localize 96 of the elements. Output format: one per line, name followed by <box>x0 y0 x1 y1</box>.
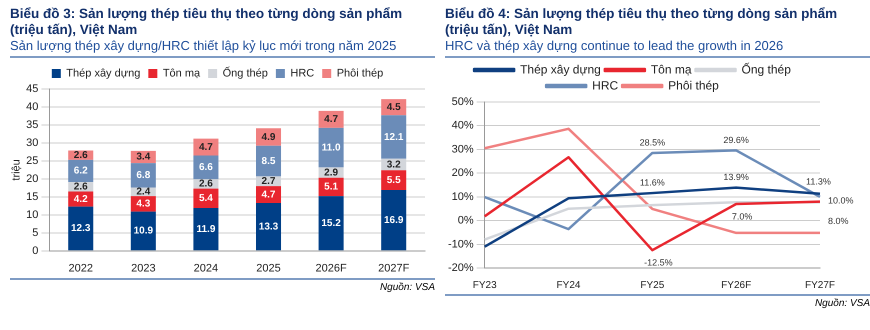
data-label: 29.6% <box>723 134 749 145</box>
legend-label: HRC <box>290 68 314 80</box>
text: Nguồn: VSA <box>10 278 435 293</box>
y-tick-label: 30% <box>452 143 474 156</box>
chart-title: Biểu đồ 3: Sản lượng thép tiêu thụ theo từng dòng sản phẩm (triệu tấn), Việt Nam <box>10 6 404 38</box>
data-label: 2.6 <box>198 178 214 190</box>
chart-title: Biểu đồ 4: Sản lượng thép tiêu thụ theo từng dòng sản phẩm (triệu tấn), Việt Nam <box>445 6 838 38</box>
x-tick-label: 2025 <box>256 262 281 274</box>
data-label: 12.1 <box>384 132 404 143</box>
text: Nguồn: VSA <box>445 294 870 309</box>
legend-label: Ống thép <box>222 66 268 80</box>
data-label: 11.3% <box>806 176 831 186</box>
x-tick-label: 2026F <box>316 262 347 274</box>
data-label: 8.5 <box>262 156 276 167</box>
data-label: 13.9% <box>723 172 749 182</box>
y-tick-label: -10% <box>448 238 474 250</box>
bar <box>68 160 94 182</box>
y-tick-label: 5 <box>32 226 38 239</box>
data-label: 4.2 <box>74 194 88 205</box>
data-label: 4.5 <box>386 102 402 113</box>
data-label: 11.0 <box>322 142 341 154</box>
y-tick-label: 10 <box>26 208 38 221</box>
data-label: 5.1 <box>324 182 338 193</box>
y-tick-label: 40 <box>26 101 38 114</box>
data-label: 13.3 <box>258 221 279 232</box>
x-tick-label: 2027F <box>378 262 410 274</box>
legend-label: Tôn mạ <box>650 62 692 76</box>
y-tick-label: 50% <box>452 96 474 108</box>
data-label: 4.9 <box>262 132 276 143</box>
y-tick-label: -20% <box>448 262 474 274</box>
x-tick-label: FY25 <box>640 280 665 291</box>
y-axis-title: triệu <box>10 159 23 181</box>
legend-label: HRC <box>592 78 618 92</box>
bar <box>256 202 282 250</box>
data-label: 10.0% <box>828 195 854 206</box>
x-tick-label: FY26F <box>721 280 752 291</box>
data-label: 10.9 <box>134 226 154 237</box>
data-label: 6.6 <box>198 162 214 174</box>
data-label: 11.6% <box>640 178 665 188</box>
data-label: 7.0% <box>732 211 752 222</box>
bar <box>130 212 156 250</box>
bar <box>68 206 94 250</box>
y-tick-label: 20% <box>452 167 474 180</box>
data-label: 6.2 <box>74 166 88 177</box>
data-label: 3.2 <box>386 159 402 170</box>
data-label: 4.7 <box>324 114 338 126</box>
legend-label: Phôi thép <box>336 68 384 80</box>
bar <box>318 196 344 250</box>
x-tick-label: FY27F <box>804 280 836 291</box>
data-label: 16.9 <box>384 214 404 226</box>
data-label: 11.9 <box>196 224 216 235</box>
data-label: 8.0% <box>828 216 849 226</box>
data-label: 5.4 <box>198 193 214 204</box>
legend-label: Thép xây dựng <box>520 62 601 76</box>
x-tick-label: 2023 <box>131 262 156 274</box>
chart-subtitle: HRC và thép xây dựng continue to lead the growth in 2026 <box>445 38 870 58</box>
bar <box>381 190 406 250</box>
y-tick-label: 15 <box>26 190 38 203</box>
data-label: 2.6 <box>74 182 88 193</box>
data-label: 28.5% <box>640 137 666 148</box>
data-label: 3.4 <box>136 152 151 163</box>
y-tick-label: 0% <box>458 214 474 227</box>
x-tick-label: FY24 <box>556 280 581 291</box>
data-label: 2.9 <box>324 167 338 178</box>
data-label: 12.3 <box>71 223 91 234</box>
x-tick-label: FY23 <box>472 280 498 291</box>
y-tick-label: 0 <box>32 244 38 257</box>
y-tick-label: 10% <box>452 190 474 203</box>
y-tick-label: 45 <box>26 83 38 96</box>
bar <box>130 163 156 188</box>
x-tick-label: 2024 <box>194 262 218 274</box>
data-label: 2.4 <box>136 186 151 198</box>
bar <box>256 146 282 176</box>
legend-label: Tôn mạ <box>162 68 202 80</box>
y-tick-label: 25 <box>26 154 38 167</box>
data-label: 2.6 <box>74 150 88 161</box>
legend-label: Phôi thép <box>668 78 720 92</box>
y-tick-label: 35 <box>26 118 38 131</box>
y-tick-label: 40% <box>452 120 474 132</box>
chart-subtitle: Sản lượng thép xây dựng/HRC thiết lập kỷ lục mới trong năm 2025 <box>10 38 435 58</box>
data-label: 4.7 <box>262 189 276 200</box>
legend-label: Thép xây dựng <box>66 68 140 80</box>
y-tick-label: 30 <box>26 136 38 149</box>
data-label: 2.7 <box>262 176 276 187</box>
x-tick-label: 2022 <box>68 262 93 274</box>
data-label: 4.3 <box>136 198 151 210</box>
y-tick-label: 20 <box>26 172 38 185</box>
data-label: 4.7 <box>198 142 214 153</box>
data-label: 5.5 <box>386 174 402 186</box>
bar <box>193 208 218 250</box>
bar <box>318 128 344 168</box>
data-label: -12.5% <box>644 258 673 268</box>
legend-label: Ống thép <box>742 62 792 76</box>
bar <box>381 115 406 159</box>
data-label: 6.8 <box>136 170 151 182</box>
data-label: 15.2 <box>321 218 342 229</box>
